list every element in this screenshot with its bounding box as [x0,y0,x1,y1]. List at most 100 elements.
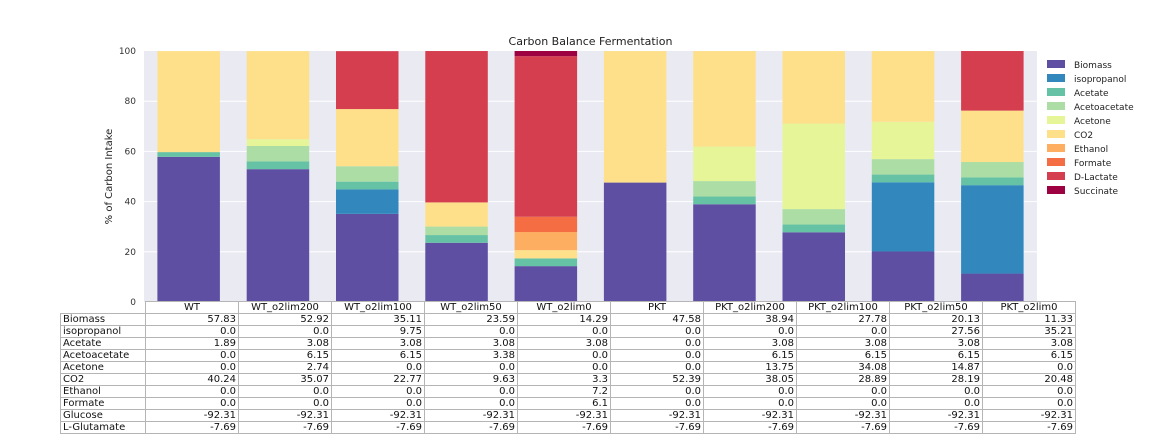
table-cell: 0.0 [238,385,332,398]
table-row: Biomass 57.83 52.92 35.11 23.59 14.29 47.58 38.… [60,313,1076,326]
bar-segment [157,51,220,153]
bar-segment [335,213,399,302]
table-column-header: PKT_o2lim200 [703,301,797,314]
legend-swatch [1047,102,1065,110]
y-tick-label: 80 [125,97,137,107]
bar-segment [693,51,756,147]
legend-label: Acetoacetate [1074,103,1134,113]
table-cell: 0.0 [424,325,518,338]
legend-label: Acetone [1074,117,1111,127]
table-cell: 47.58 [610,313,704,326]
legend-label: D-Lactate [1074,173,1118,183]
table-cell: 0.0 [145,385,239,398]
bar-segment [871,51,935,122]
table-cell: 0.0 [517,349,611,362]
table-cell: 0.0 [517,325,611,338]
table-cell: 0.0 [331,397,425,410]
bar-segment [425,202,488,227]
table-cell: 3.08 [517,337,611,350]
table-cell: 6.15 [889,349,983,362]
bar-segment [157,156,220,302]
table-column-header: PKT_o2lim50 [889,301,983,314]
y-axis-label: % of Carbon Intake [104,129,115,225]
bar-segment [871,121,935,160]
bar-segment [603,182,667,302]
table-column-header: PKT_o2lim100 [796,301,890,314]
table-cell: 14.87 [889,361,983,374]
table-cell: 0.0 [703,397,797,410]
bar-segment [514,258,578,267]
bar-segment [514,51,578,57]
table-cell: 20.48 [982,373,1076,386]
bar-segment [961,162,1024,178]
legend: Biomass isopropanol Acetate Acetoacetate Ace… [1047,60,1134,197]
bar-segment [335,166,399,182]
y-tick-label: 40 [125,198,137,208]
table-cell: -92.31 [424,409,518,422]
table-row-label: Acetate [60,337,146,350]
bar-segment [782,232,846,302]
table-cell: 0.0 [424,361,518,374]
table-cell: 14.29 [517,313,611,326]
bar-segment [871,159,935,175]
bar-segment [514,232,578,251]
legend-label: Acetate [1074,89,1109,99]
legend-swatch [1047,60,1065,68]
y-tick-labels: 0 20 40 60 80 100 [119,47,136,308]
table-cell: 1.89 [145,337,239,350]
legend-swatch [1047,158,1065,166]
bar-segment [157,152,220,157]
table-cell: 6.15 [703,349,797,362]
table-cell: 38.94 [703,313,797,326]
legend-swatch [1047,186,1065,194]
table-cell: -92.31 [796,409,890,422]
data-table: WT WT_o2lim200 WT_o2lim100 WT_o2lim50 WT_o2l… [60,301,1076,434]
table-cell: 0.0 [610,361,704,374]
table-column-header: PKT_o2lim0 [982,301,1076,314]
table-cell: 0.0 [610,337,704,350]
table-cell: 28.19 [889,373,983,386]
table-cell: 3.08 [424,337,518,350]
legend-label: isopropanol [1074,75,1126,85]
table-cell: 40.24 [145,373,239,386]
table-cell: 0.0 [610,349,704,362]
bar-segment [246,161,310,170]
table-column-header: WT_o2lim50 [424,301,518,314]
table-cell: 28.89 [796,373,890,386]
table-row-label: isopropanol [60,325,146,338]
table-corner [61,302,146,314]
table-cell: 34.08 [796,361,890,374]
table-row-label: CO2 [60,373,146,386]
table-cell: 0.0 [610,325,704,338]
bar-segment [335,181,399,190]
table-cell: 57.83 [145,313,239,326]
table-row-label: Ethanol [60,385,146,398]
bar-segment [246,139,310,147]
table-cell: 3.08 [238,337,332,350]
bar-segment [335,109,399,167]
table-cell: 7.2 [517,385,611,398]
bar-segment [425,242,488,302]
bar-segment [335,189,399,214]
bar-segment [514,216,578,233]
table-cell: 0.0 [517,361,611,374]
bar-segment [246,169,310,302]
table-column-header: PKT [610,301,704,314]
bar-segment [782,224,846,233]
table-cell: 0.0 [796,385,890,398]
legend-label: Formate [1074,159,1112,169]
bar-segment [961,110,1024,163]
bar-segment [961,177,1024,186]
table-cell: 0.0 [331,361,425,374]
table-cell: 23.59 [424,313,518,326]
table-cell: 0.0 [610,397,704,410]
table-row: Glucose -92.31 -92.31 -92.31 -92.31 -92.31 -92… [60,409,1076,422]
bar-segment [693,196,756,205]
table-cell: -92.31 [889,409,983,422]
legend-swatch [1047,172,1065,180]
bar-segment [871,182,935,252]
table-cell: 0.0 [424,397,518,410]
bar-segment [246,146,310,162]
table-cell: 0.0 [145,361,239,374]
